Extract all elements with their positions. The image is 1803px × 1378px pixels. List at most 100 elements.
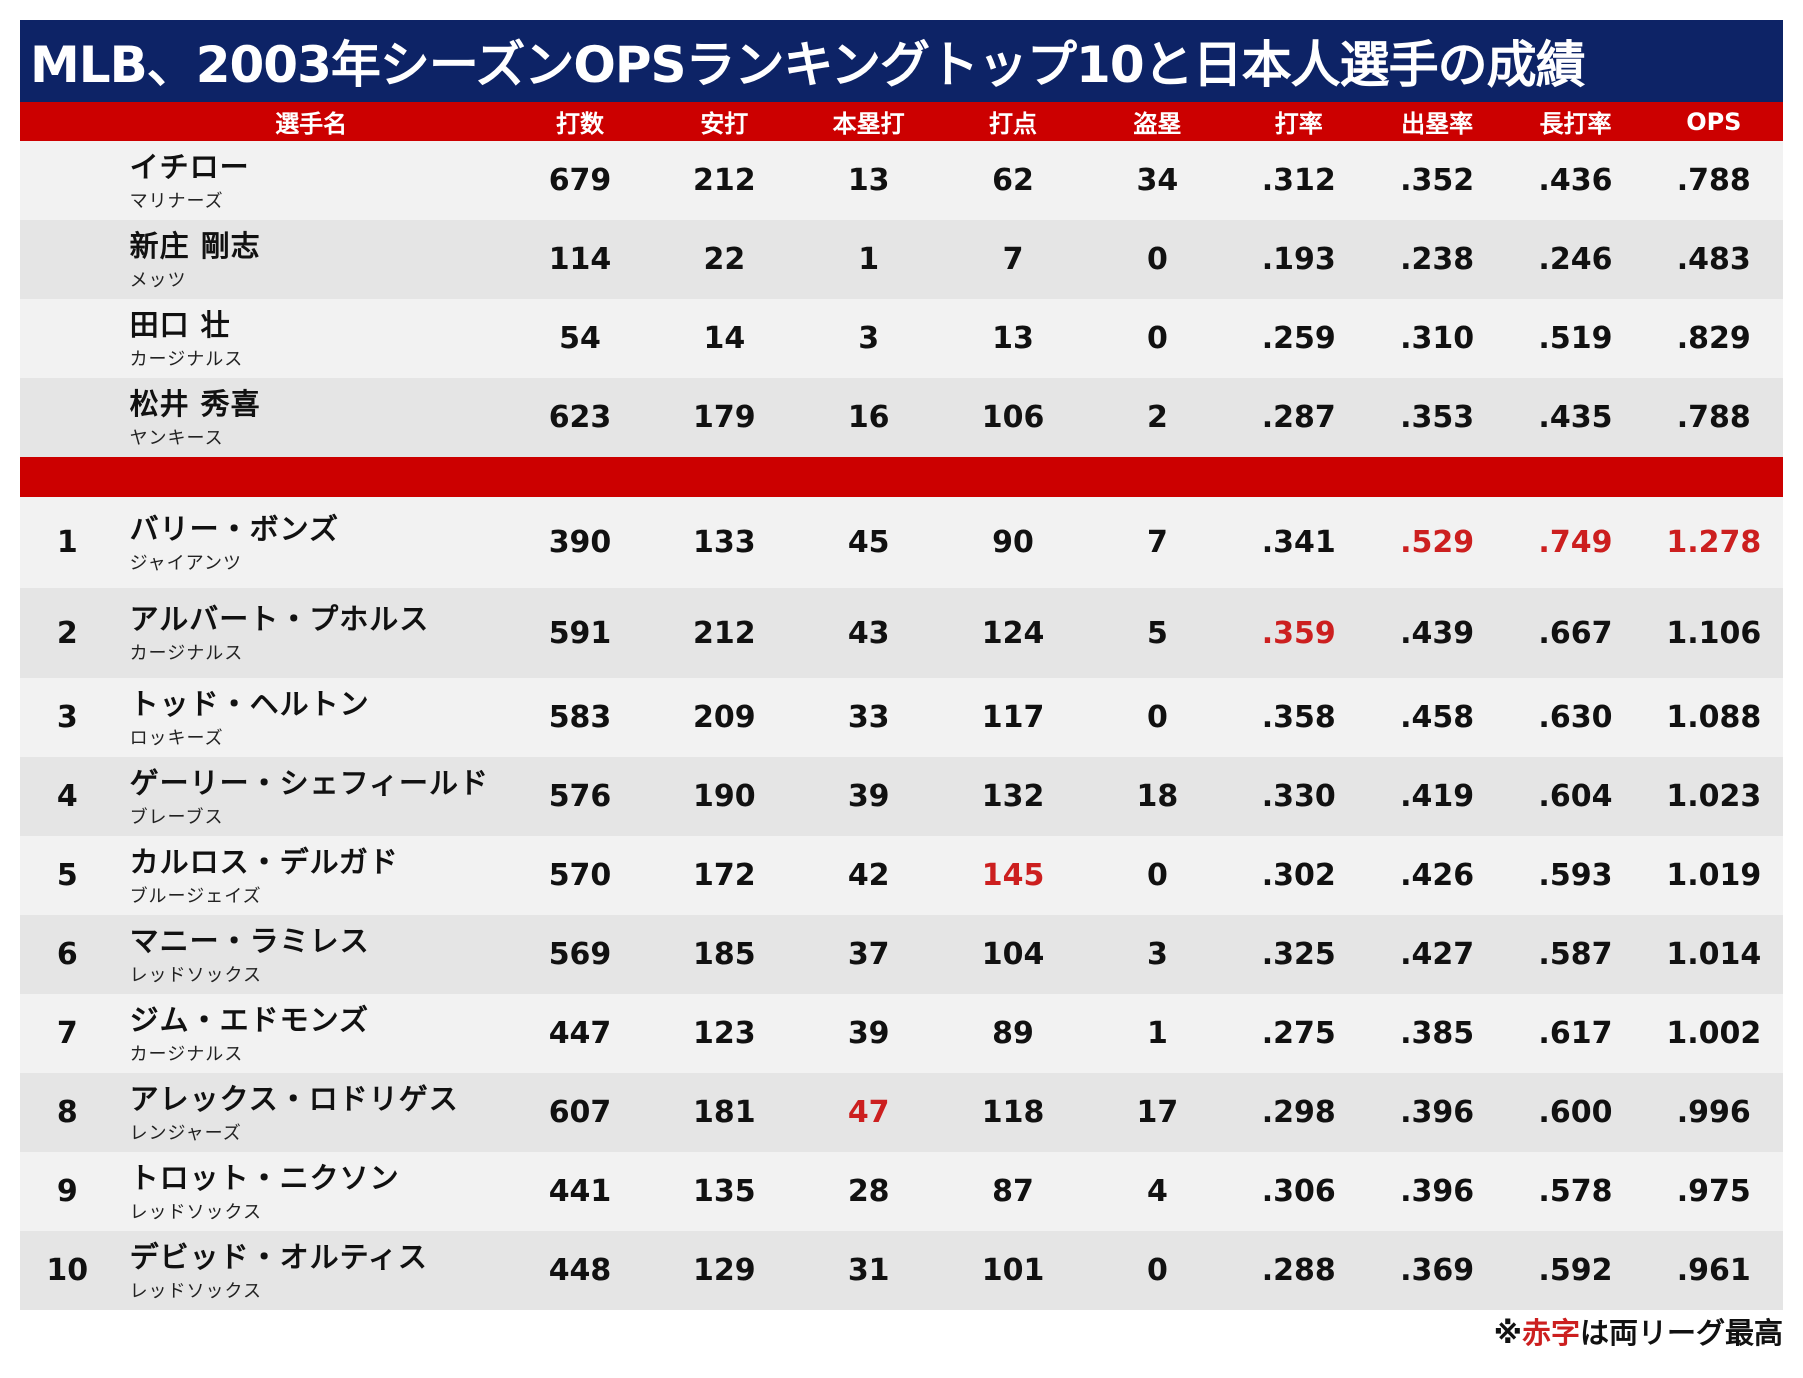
player-name: 新庄 剛志 bbox=[129, 228, 261, 263]
stat-ops: 1.106 bbox=[1666, 615, 1762, 651]
player-name: マニー・ラミレス bbox=[129, 923, 370, 958]
player-name: アレックス・ロドリゲス bbox=[129, 1081, 459, 1116]
stat-rbi: 87 bbox=[992, 1174, 1034, 1209]
header-ab: 打数 bbox=[555, 110, 604, 138]
stat-obp: .369 bbox=[1400, 1253, 1475, 1288]
stat-slg: .519 bbox=[1538, 321, 1613, 356]
stat-ab: 114 bbox=[548, 242, 612, 277]
stat-rbi: 118 bbox=[981, 1095, 1045, 1130]
stat-ops: .829 bbox=[1676, 321, 1751, 356]
team-name: ロッキーズ bbox=[129, 727, 224, 749]
header-sb: 盗塁 bbox=[1133, 110, 1182, 138]
stat-slg: .436 bbox=[1538, 163, 1613, 198]
stat-rbi: 106 bbox=[981, 400, 1045, 435]
stat-ops: .975 bbox=[1676, 1174, 1751, 1209]
stat-hr: 43 bbox=[847, 615, 890, 651]
stat-obp: .427 bbox=[1400, 937, 1475, 972]
team-name: カージナルス bbox=[129, 348, 244, 370]
table-row: 8 アレックス・ロドリゲス レンジャーズ 607 181 47 118 17 .298 .396.… bbox=[20, 1073, 1783, 1152]
stat-ab: 679 bbox=[548, 163, 612, 198]
stat-h: 212 bbox=[693, 163, 756, 198]
player-name: 松井 秀喜 bbox=[129, 386, 261, 421]
stat-sb: 0 bbox=[1146, 700, 1168, 735]
stat-hr: 42 bbox=[847, 858, 890, 893]
stat-obp: .458 bbox=[1400, 700, 1475, 735]
stat-avg: .325 bbox=[1261, 937, 1336, 972]
stat-sb: 17 bbox=[1136, 1095, 1179, 1130]
player-name: バリー・ボンズ bbox=[129, 511, 339, 546]
stat-sb: 2 bbox=[1146, 400, 1168, 435]
stat-ops: .788 bbox=[1676, 400, 1751, 435]
stat-slg: .667 bbox=[1538, 615, 1613, 651]
stat-sb: 3 bbox=[1146, 937, 1168, 972]
stat-slg: .587 bbox=[1538, 937, 1613, 972]
footnote-red-text: 赤字 bbox=[1521, 1316, 1580, 1350]
player-cell: ゲーリー・シェフィールド ブレーブス bbox=[115, 764, 508, 830]
stat-slg: .749 bbox=[1538, 525, 1613, 560]
stat-h: 22 bbox=[703, 242, 746, 277]
stat-ab: 447 bbox=[548, 1016, 612, 1051]
stat-ab: 390 bbox=[548, 525, 612, 560]
stat-ops: .788 bbox=[1676, 163, 1751, 198]
stat-slg: .630 bbox=[1538, 700, 1613, 735]
player-cell: カルロス・デルガド ブルージェイズ bbox=[115, 843, 508, 909]
stat-ops: .483 bbox=[1676, 242, 1751, 277]
header-obp: 出塁率 bbox=[1401, 110, 1474, 138]
stat-sb: 0 bbox=[1146, 858, 1168, 893]
stat-h: 179 bbox=[693, 400, 756, 435]
header-rbi: 打点 bbox=[989, 110, 1037, 138]
stat-ops: 1.014 bbox=[1666, 937, 1762, 972]
stat-hr: 13 bbox=[847, 163, 890, 198]
stat-avg: .358 bbox=[1261, 700, 1336, 735]
player-name: 田口 壮 bbox=[129, 307, 231, 342]
stat-slg: .617 bbox=[1538, 1016, 1613, 1051]
stat-ab: 623 bbox=[548, 400, 612, 435]
player-name: デビッド・オルティス bbox=[129, 1239, 428, 1274]
stat-ops: 1.278 bbox=[1666, 525, 1762, 560]
stat-rbi: 104 bbox=[981, 937, 1045, 972]
stat-obp: .238 bbox=[1400, 242, 1475, 277]
stat-h: 129 bbox=[693, 1253, 756, 1288]
player-cell: マニー・ラミレス レッドソックス bbox=[115, 922, 508, 988]
rank-cell: 7 bbox=[56, 1016, 78, 1051]
stat-sb: 18 bbox=[1136, 779, 1179, 814]
stat-avg: .302 bbox=[1261, 858, 1336, 893]
player-cell: 新庄 剛志 メッツ bbox=[115, 227, 508, 293]
stat-obp: .419 bbox=[1400, 779, 1475, 814]
stat-avg: .288 bbox=[1261, 1253, 1336, 1288]
stat-hr: 16 bbox=[847, 400, 890, 435]
team-name: マリナーズ bbox=[129, 190, 224, 212]
stat-ab: 583 bbox=[548, 700, 612, 735]
stat-h: 212 bbox=[693, 615, 756, 651]
stat-sb: 0 bbox=[1146, 242, 1168, 277]
stat-hr: 37 bbox=[847, 937, 890, 972]
stat-avg: .193 bbox=[1261, 242, 1336, 277]
stat-obp: .396 bbox=[1400, 1095, 1475, 1130]
stat-hr: 31 bbox=[847, 1253, 890, 1288]
stat-h: 123 bbox=[693, 1016, 756, 1051]
stat-avg: .275 bbox=[1261, 1016, 1336, 1051]
player-name: トッド・ヘルトン bbox=[129, 686, 370, 721]
stat-ab: 441 bbox=[548, 1174, 612, 1209]
stat-obp: .385 bbox=[1400, 1016, 1475, 1051]
stat-avg: .312 bbox=[1261, 163, 1336, 198]
team-name: レッドソックス bbox=[129, 1201, 263, 1223]
player-cell: バリー・ボンズ ジャイアンツ bbox=[115, 510, 508, 576]
stat-ab: 576 bbox=[548, 779, 612, 814]
stat-rbi: 117 bbox=[981, 700, 1045, 735]
stat-rbi: 132 bbox=[981, 779, 1045, 814]
stat-obp: .529 bbox=[1400, 525, 1475, 560]
stat-avg: .341 bbox=[1261, 525, 1336, 560]
stat-ops: 1.023 bbox=[1666, 779, 1762, 814]
stat-ab: 54 bbox=[559, 321, 601, 356]
team-name: ブレーブス bbox=[129, 806, 224, 828]
stat-h: 181 bbox=[693, 1095, 756, 1130]
table-row: 4 ゲーリー・シェフィールド ブレーブス 576 190 39 132 18 .330 .419.… bbox=[20, 757, 1783, 836]
header-ops: OPS bbox=[1686, 107, 1742, 136]
player-cell: トッド・ヘルトンロッキーズ bbox=[115, 685, 508, 751]
stat-ops: .996 bbox=[1676, 1095, 1751, 1130]
table-row: イチロー マリナーズ 679 212 13 62 34 .312 .352 .436 .788 bbox=[20, 141, 1783, 220]
rank-cell: 4 bbox=[56, 779, 78, 814]
header-hr: 本塁打 bbox=[832, 110, 905, 138]
stat-rbi: 101 bbox=[981, 1253, 1045, 1288]
